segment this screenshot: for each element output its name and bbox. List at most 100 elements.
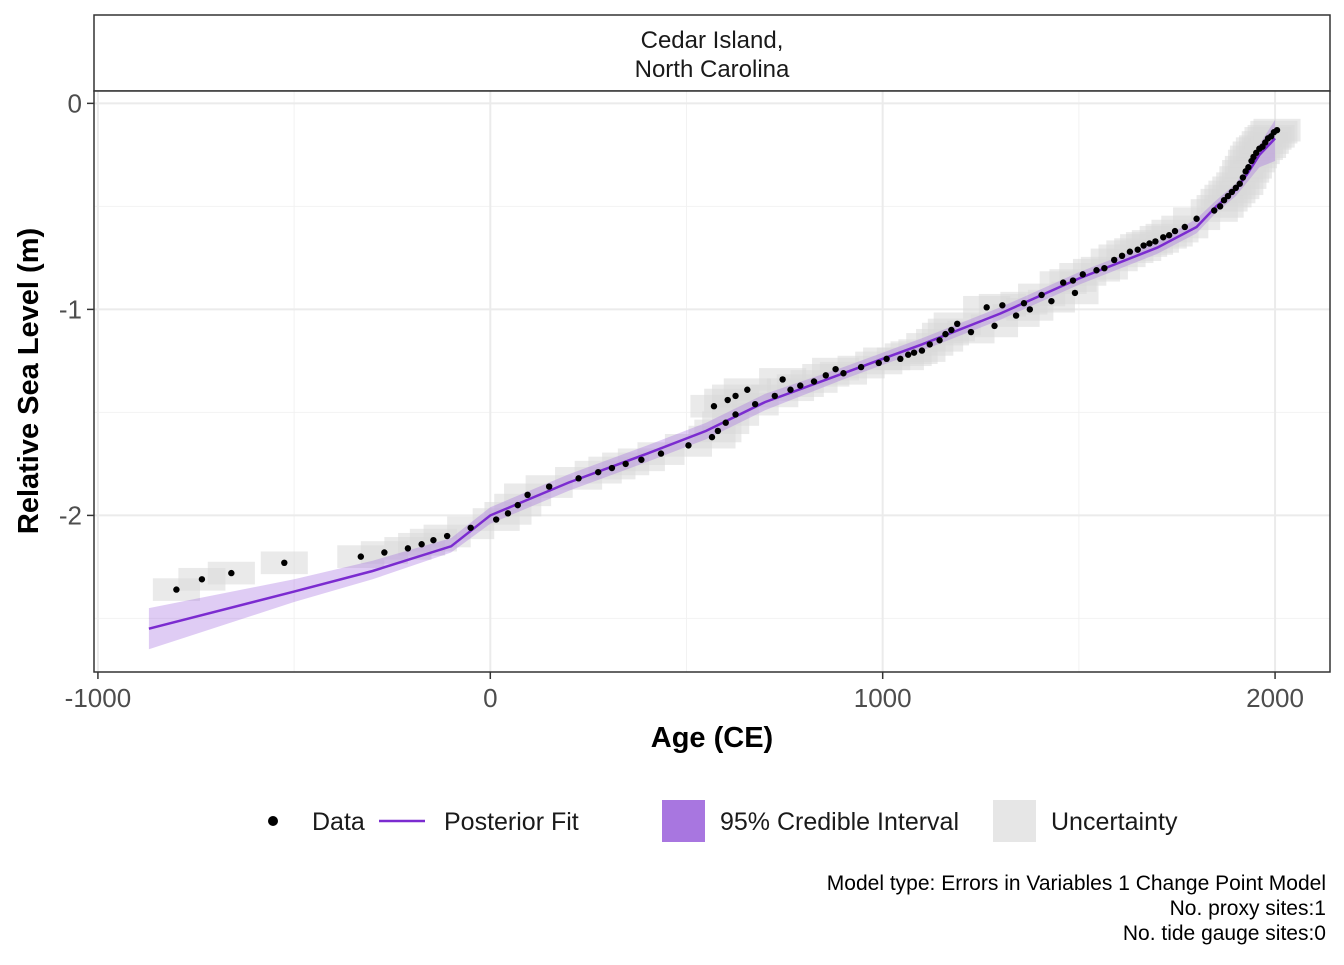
caption-tide-gauge-sites: No. tide gauge sites:0 xyxy=(1123,922,1326,945)
data-point-38 xyxy=(832,365,839,373)
plot-panel xyxy=(94,91,1330,672)
data-point-68 xyxy=(1118,252,1126,260)
data-point-85 xyxy=(1236,180,1243,187)
data-point-6 xyxy=(404,545,412,552)
data-point-29 xyxy=(732,392,739,400)
data-point-59 xyxy=(1038,291,1045,299)
data-point-25 xyxy=(722,419,729,426)
data-point-18 xyxy=(608,464,616,472)
credible-interval-band xyxy=(148,119,1276,650)
data-point-79 xyxy=(1211,207,1218,214)
data-point-13 xyxy=(514,501,521,509)
data-point-42 xyxy=(883,355,890,363)
data-point-70 xyxy=(1134,246,1141,253)
data-point-57 xyxy=(1020,300,1028,307)
data-point-52 xyxy=(967,328,975,336)
data-point-30 xyxy=(744,386,751,393)
legend-key-data xyxy=(268,816,278,826)
x-tick-label-1: 0 xyxy=(483,683,497,713)
data-point-84 xyxy=(1232,184,1240,192)
data-point-82 xyxy=(1224,192,1232,200)
data-point-77 xyxy=(1181,223,1189,231)
data-point-1 xyxy=(198,576,206,583)
data-point-9 xyxy=(443,532,451,540)
data-point-3 xyxy=(281,559,288,567)
legend-key-uncertainty xyxy=(993,800,1036,842)
data-point-63 xyxy=(1069,277,1077,284)
data-point-8 xyxy=(430,536,437,544)
data-point-67 xyxy=(1110,256,1118,264)
panel-border xyxy=(93,90,1331,673)
data-point-24 xyxy=(714,427,722,435)
y-tick-label-0: 0 xyxy=(68,88,82,118)
x-tick-label-2: 1000 xyxy=(854,683,912,713)
data-point-15 xyxy=(545,483,553,490)
data-point-62 xyxy=(1071,289,1079,297)
x-axis-ticks: -1000 0 1000 2000 xyxy=(65,672,1304,713)
data-point-7 xyxy=(418,541,425,548)
data-point-98 xyxy=(1273,126,1281,134)
grid-major xyxy=(94,91,1330,672)
data-point-65 xyxy=(1093,267,1100,274)
data-point-76 xyxy=(1171,227,1179,235)
data-point-27 xyxy=(710,403,718,410)
data-point-43 xyxy=(897,355,904,363)
x-tick-label-0: -1000 xyxy=(65,683,132,713)
data-point-73 xyxy=(1152,238,1159,245)
data-point-45 xyxy=(910,349,918,356)
data-point-51 xyxy=(954,320,961,328)
data-point-74 xyxy=(1160,234,1167,241)
data-point-50 xyxy=(948,326,955,334)
x-axis-title: Age (CE) xyxy=(651,722,773,754)
data-point-48 xyxy=(936,337,943,344)
data-point-44 xyxy=(904,351,912,358)
data-point-64 xyxy=(1079,271,1087,278)
data-point-81 xyxy=(1220,196,1228,204)
data-point-35 xyxy=(797,382,804,389)
data-point-66 xyxy=(1101,264,1108,272)
data-point-55 xyxy=(999,302,1006,309)
data-point-49 xyxy=(942,330,949,338)
data-point-17 xyxy=(595,468,602,476)
data-point-75 xyxy=(1165,232,1173,239)
data-point-54 xyxy=(991,322,998,330)
data-point-53 xyxy=(983,304,990,311)
data-point-88 xyxy=(1245,164,1252,171)
facet-strip xyxy=(93,14,1331,92)
facet-title-line1: Cedar Island, xyxy=(641,27,784,54)
facet-title-line2: North Carolina xyxy=(635,56,790,83)
data-point-23 xyxy=(708,433,716,441)
data-point-12 xyxy=(504,510,512,517)
data-point-0 xyxy=(173,586,180,593)
legend-key-ci xyxy=(662,800,705,842)
data-point-26 xyxy=(732,411,739,418)
data-point-47 xyxy=(926,341,933,348)
data-point-78 xyxy=(1193,215,1200,222)
data-point-14 xyxy=(524,491,531,499)
data-point-22 xyxy=(685,442,692,449)
data-point-69 xyxy=(1126,248,1134,255)
legend-label-data: Data xyxy=(312,808,365,836)
data-point-60 xyxy=(1048,297,1055,305)
y-tick-label-1: -1 xyxy=(59,294,82,324)
caption-model-type: Model type: Errors in Variables 1 Change… xyxy=(827,872,1326,895)
y-tick-label-2: -2 xyxy=(59,500,82,530)
data-point-31 xyxy=(751,400,759,408)
data-point-33 xyxy=(779,376,786,383)
data-point-40 xyxy=(857,363,865,371)
data-point-11 xyxy=(492,516,500,523)
data-points-layer xyxy=(173,126,1281,593)
data-point-32 xyxy=(771,392,778,400)
data-point-28 xyxy=(724,396,731,404)
data-point-4 xyxy=(357,553,365,560)
data-point-39 xyxy=(840,370,847,377)
legend: Data Posterior Fit 95% Credible Interval… xyxy=(268,800,1178,842)
y-axis-ticks: 0 -1 -2 xyxy=(59,88,94,530)
data-point-10 xyxy=(467,524,474,531)
data-point-71 xyxy=(1140,242,1147,249)
data-point-16 xyxy=(575,475,582,482)
data-point-37 xyxy=(822,372,829,379)
data-point-34 xyxy=(787,386,794,393)
data-point-80 xyxy=(1216,203,1224,210)
